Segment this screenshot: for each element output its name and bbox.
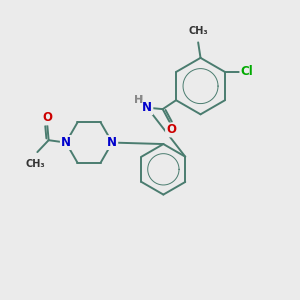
Text: O: O	[42, 111, 52, 124]
Text: N: N	[107, 136, 117, 149]
Text: N: N	[61, 136, 71, 149]
Text: N: N	[61, 136, 71, 149]
Text: H: H	[134, 95, 143, 105]
Text: CH₃: CH₃	[25, 159, 45, 169]
Text: Cl: Cl	[240, 65, 253, 79]
Text: N: N	[142, 101, 152, 114]
Text: H: H	[134, 95, 143, 105]
Text: N: N	[142, 101, 152, 114]
Text: O: O	[166, 123, 176, 136]
Text: CH₃: CH₃	[188, 26, 208, 37]
